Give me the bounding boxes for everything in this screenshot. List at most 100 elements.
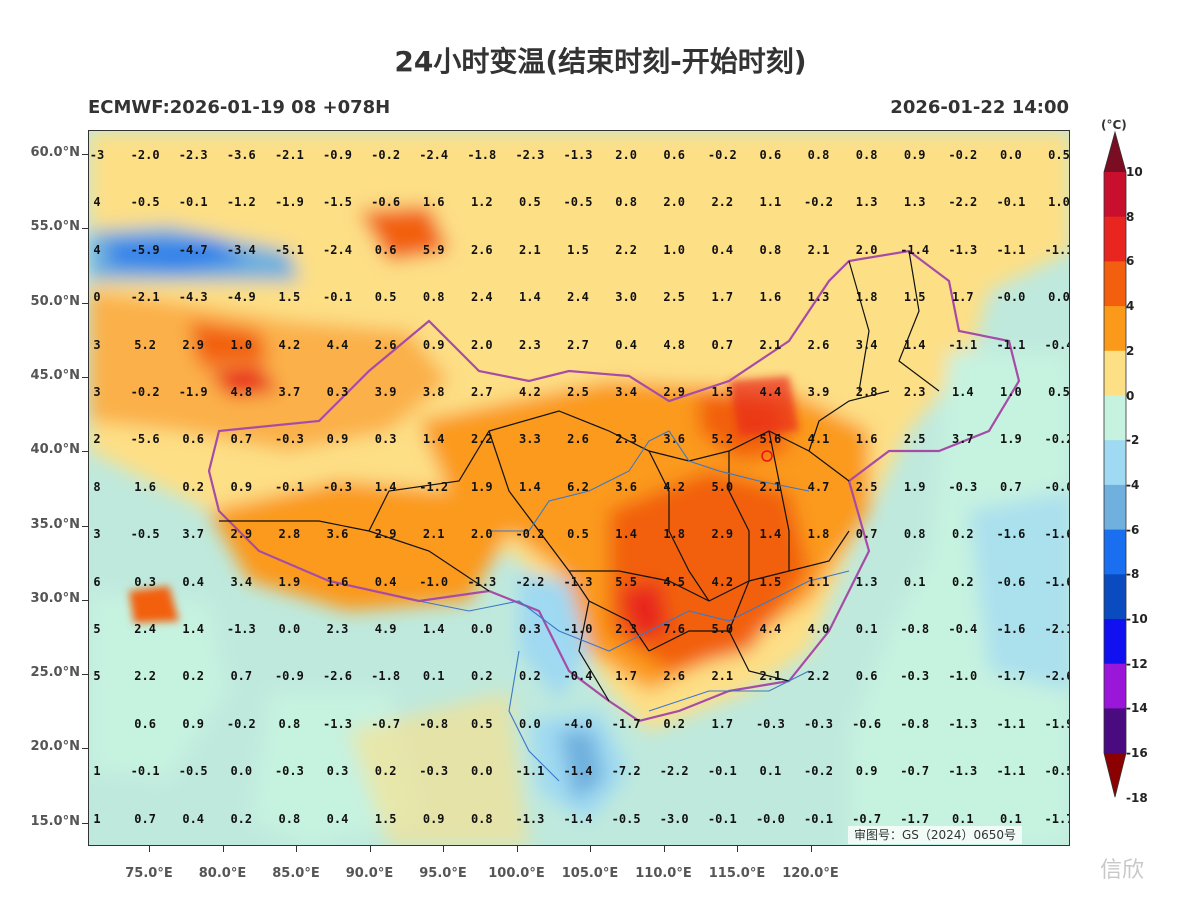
grid-value: -2.2 xyxy=(948,195,978,210)
grid-value: -3.0 xyxy=(659,811,689,826)
colorbar-label: 10 xyxy=(1126,165,1143,179)
grid-value: 6 xyxy=(93,574,101,589)
grid-value: 3.8 xyxy=(422,385,445,399)
grid-value: 2.3 xyxy=(615,622,637,636)
grid-value: -0.3 xyxy=(900,669,930,684)
grid-value: 2 xyxy=(93,432,101,447)
lon-label: 75.0°E xyxy=(125,866,173,881)
grid-value: -0.2 xyxy=(515,527,545,542)
grid-value: -0.4 xyxy=(948,622,978,636)
grid-value: -0.8 xyxy=(900,622,930,636)
grid-value: 1.1 xyxy=(807,574,830,589)
grid-value: 8 xyxy=(93,479,101,494)
grid-value: -4.7 xyxy=(178,242,208,257)
grid-value: 1.5 xyxy=(278,290,301,305)
grid-value: -0.7 xyxy=(371,716,401,731)
grid-value: 2.9 xyxy=(663,385,686,399)
lon-tick xyxy=(663,846,665,852)
grid-value: 2.1 xyxy=(807,242,830,257)
grid-value: -0.3 xyxy=(274,764,304,779)
grid-value: 1.7 xyxy=(951,290,974,305)
grid-value: 0 xyxy=(93,290,101,305)
grid-value: 1.5 xyxy=(374,811,397,826)
grid-value: -0.0 xyxy=(755,811,785,826)
grid-value: 1.9 xyxy=(903,479,926,494)
grid-value: 1.6 xyxy=(759,290,782,305)
grid-value: 1.6 xyxy=(134,479,156,494)
grid-value: 3 xyxy=(93,385,101,399)
grid-value: 1.5 xyxy=(567,242,589,257)
grid-value: 0.0 xyxy=(230,764,253,779)
grid-value: 0.8 xyxy=(855,148,878,162)
colorbar-label: 8 xyxy=(1126,209,1135,224)
grid-value: -0.4 xyxy=(1044,337,1069,352)
lat-label: 25.0°N xyxy=(30,665,80,681)
grid-value: -1.3 xyxy=(467,574,497,589)
grid-value: -1.6 xyxy=(1044,574,1069,589)
grid-value: 1.3 xyxy=(855,574,878,589)
colorbar-min-arrow xyxy=(1104,753,1126,798)
colorbar-max-arrow xyxy=(1104,132,1126,172)
country-boundary xyxy=(207,249,1021,723)
grid-value: -0.5 xyxy=(1044,764,1069,779)
grid-value: 1.1 xyxy=(759,195,782,210)
grid-value: -0.0 xyxy=(1044,479,1069,494)
grid-value: 0.6 xyxy=(134,716,156,731)
grid-value: 0.8 xyxy=(422,290,445,305)
grid-value: -1.4 xyxy=(563,764,593,779)
grid-value: 2.7 xyxy=(567,337,589,352)
grid-value: 0.9 xyxy=(422,811,445,826)
grid-value: 2.2 xyxy=(711,195,734,210)
grid-value: 1.4 xyxy=(374,479,397,494)
grid-value: 2.1 xyxy=(759,669,782,684)
grid-value: -0.9 xyxy=(323,148,352,162)
lon-tick xyxy=(443,846,444,852)
grid-value: 2.0 xyxy=(663,195,686,210)
grid-value: 4 xyxy=(93,242,101,257)
grid-value: 2.1 xyxy=(759,479,782,494)
colorbar-swatch xyxy=(1104,619,1126,665)
grid-value: -1.3 xyxy=(948,242,978,257)
grid-value: 0.6 xyxy=(663,148,686,162)
grid-value: -0.2 xyxy=(804,195,833,210)
grid-value: 1 xyxy=(93,764,101,779)
lat-label: 60.0°N xyxy=(30,145,80,160)
province-boundaries xyxy=(219,250,940,702)
grid-value: -1.3 xyxy=(323,716,352,731)
grid-value: -4.9 xyxy=(226,290,256,305)
grid-value: 0.6 xyxy=(374,242,397,257)
grid-value: 0.1 xyxy=(855,622,878,636)
lat-label: 20.0°N xyxy=(30,739,80,755)
grid-value: 0.7 xyxy=(230,432,253,447)
grid-value: -2.1 xyxy=(130,290,160,305)
grid-value: 4.0 xyxy=(807,622,830,636)
lon-tick xyxy=(590,846,591,852)
grid-value: 2.7 xyxy=(470,385,493,399)
lat-tick xyxy=(82,525,88,527)
grid-value: 3.7 xyxy=(951,432,974,447)
grid-value: 2.1 xyxy=(519,242,541,257)
grid-value: 1.0 xyxy=(1048,195,1070,210)
grid-value: 0.7 xyxy=(134,811,156,826)
grid-value: -0.1 xyxy=(996,195,1026,210)
grid-value: 0.1 xyxy=(1000,811,1022,826)
grid-value: -0.1 xyxy=(178,195,208,210)
colorbar-label: -4 xyxy=(1126,477,1140,492)
lon-label: 120.0°E xyxy=(782,866,839,881)
grid-value: 2.4 xyxy=(567,290,589,305)
grid-value: 3.4 xyxy=(230,574,253,589)
grid-value: 2.2 xyxy=(807,669,830,684)
colorbar-unit: (°C) xyxy=(1101,118,1127,132)
grid-value: 3 xyxy=(93,527,101,542)
grid-value: 5.0 xyxy=(711,479,734,494)
beijing-star-icon xyxy=(761,450,773,462)
grid-value: 0.8 xyxy=(278,716,301,731)
colorbar-swatch xyxy=(1104,261,1126,307)
grid-value: 2.9 xyxy=(182,337,205,352)
grid-value: 4.2 xyxy=(711,574,734,589)
grid-value: 0.0 xyxy=(1000,148,1022,162)
grid-value: 0.8 xyxy=(903,527,926,542)
colorbar-label: -10 xyxy=(1126,612,1148,626)
lat-label: 15.0°N xyxy=(30,813,80,829)
grid-value: -1.2 xyxy=(226,195,256,210)
